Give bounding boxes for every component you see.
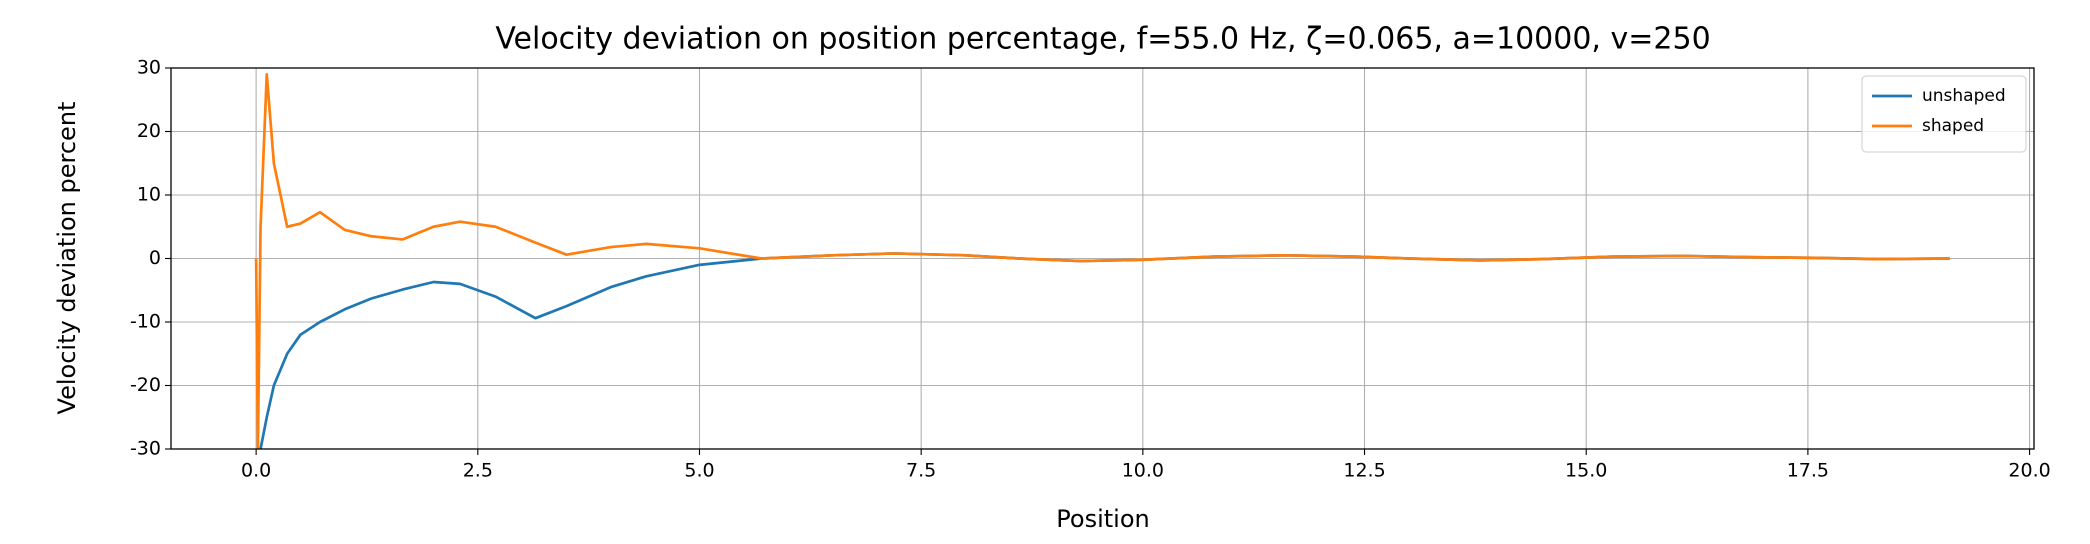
y-tick-label: -30 <box>130 438 161 460</box>
y-tick-label: 20 <box>137 120 161 142</box>
plot-frame <box>170 67 2035 450</box>
x-tick-label: 15.0 <box>1565 460 1607 482</box>
y-axis-label: Velocity deviation percent <box>53 102 81 415</box>
series-line <box>259 252 1950 449</box>
x-tick-label: 10.0 <box>1122 460 1164 482</box>
series-line <box>254 73 1950 449</box>
y-tick-label: -10 <box>130 311 161 333</box>
y-tick-label: 0 <box>149 247 161 269</box>
x-tick-label: 0.0 <box>241 460 271 482</box>
x-tick-label: 2.5 <box>463 460 493 482</box>
x-tick-label: 5.0 <box>684 460 714 482</box>
legend-label: shaped <box>1922 116 1984 136</box>
legend-label: unshaped <box>1922 86 2006 106</box>
chart-title: Velocity deviation on position percentag… <box>495 22 1710 57</box>
x-tick-label: 20.0 <box>2008 460 2050 482</box>
x-tick-label: 7.5 <box>906 460 936 482</box>
x-tick-label: 12.5 <box>1343 460 1385 482</box>
y-tick-label: -20 <box>130 374 161 396</box>
plot-lines <box>254 73 1950 449</box>
y-tick-label: 10 <box>137 184 161 206</box>
x-axis-label: Position <box>1056 505 1149 533</box>
y-tick-label: 30 <box>137 57 161 79</box>
x-tick-label: 17.5 <box>1787 460 1829 482</box>
